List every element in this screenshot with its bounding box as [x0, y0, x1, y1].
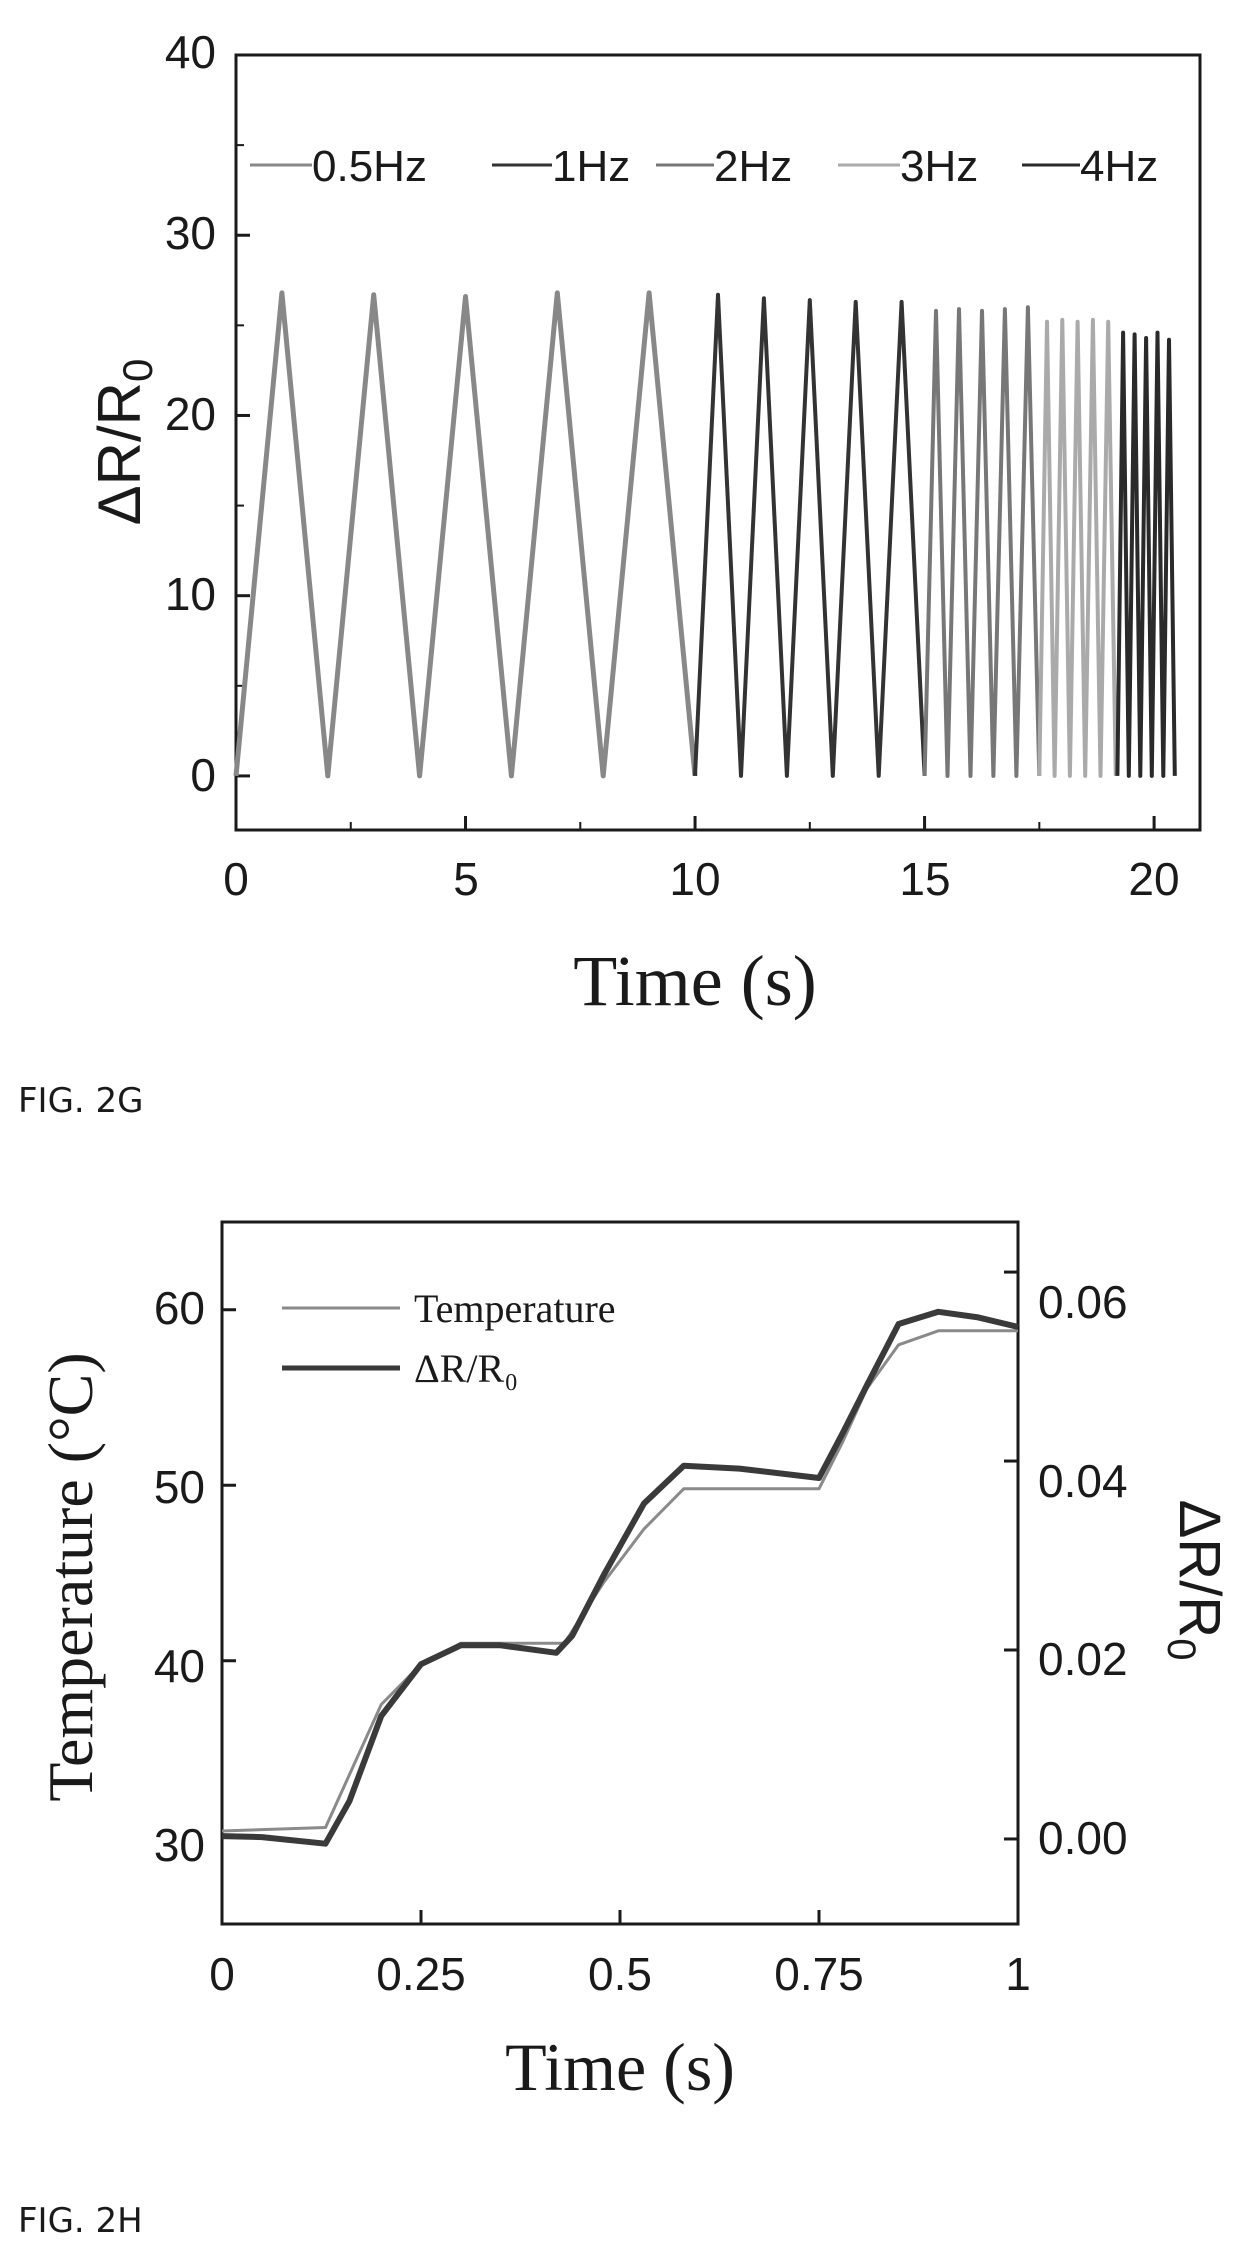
y-left-tick-label: 60: [154, 1282, 205, 1334]
chart-2h-series: [221, 1308, 1019, 1847]
series-line-0-5hz: [233, 290, 698, 779]
chart-2g-legend: 0.5Hz 1Hz 2Hz 3Hz 4Hz: [250, 142, 1158, 191]
chart-2h-right-axis-label-group: ΔR/R0: [1159, 1500, 1232, 1661]
chart-2h-x-axis-label: Time (s): [505, 2029, 735, 2105]
legend-label-dr-r0: ΔR/R₀: [414, 1346, 518, 1391]
y-tick-label: 40: [165, 26, 216, 78]
x-tick-label: 5: [453, 853, 479, 905]
chart-2g-y-tick-labels: 40 30 20 10 0: [165, 26, 216, 801]
y-right-tick-label: 0.02: [1038, 1633, 1128, 1685]
chart-2g-x-tick-labels: 0 5 10 15 20: [223, 853, 1179, 905]
legend-label-temperature: Temperature: [414, 1286, 616, 1331]
x-tick-label: 10: [669, 853, 720, 905]
x-tick-label: 20: [1128, 853, 1179, 905]
series-line-1hz: [693, 292, 927, 778]
chart-2h-left-axis-label-group: Temperature (°C): [35, 1352, 106, 1801]
series-line-2hz: [922, 305, 1042, 778]
y-right-tick-label: 0.06: [1038, 1276, 1128, 1328]
legend-label-4hz: 4Hz: [1080, 142, 1158, 191]
series-line-dr-r0: [221, 1308, 1019, 1847]
chart-2h-legend: Temperature ΔR/R₀: [282, 1286, 616, 1391]
y-tick-label: 20: [165, 388, 216, 440]
chart-2g-plot-frame: [234, 53, 1202, 832]
x-tick-label: 0.25: [376, 1948, 466, 2000]
chart-2h: 60 50 40 30 0.06 0.04 0.02 0.00 0 0.25 0…: [35, 1220, 1232, 2105]
y-tick-label: 10: [165, 568, 216, 620]
y-tick-label: 0: [190, 749, 216, 801]
chart-2h-left-tick-labels: 60 50 40 30: [154, 1282, 205, 1871]
chart-2g-series: [233, 290, 1177, 779]
chart-2h-x-tick-labels: 0 0.25 0.5 0.75 1: [209, 1948, 1031, 2000]
y-right-tick-label: 0.04: [1038, 1455, 1128, 1507]
y-left-tick-label: 30: [154, 1819, 205, 1871]
series-line-temperature: [221, 1329, 1018, 1833]
x-tick-label: 0.5: [588, 1948, 652, 2000]
chart-2g-y-axis-label-group: ΔR/R0: [86, 359, 161, 526]
legend-label-1hz: 1Hz: [552, 142, 630, 191]
legend-label-2hz: 2Hz: [714, 142, 792, 191]
x-tick-label: 0: [223, 853, 249, 905]
y-right-tick-label: 0.00: [1038, 1812, 1128, 1864]
figure-caption-2h: FIG. 2H: [18, 2201, 143, 2241]
x-tick-label: 0.75: [774, 1948, 864, 2000]
chart-2h-right-tick-labels: 0.06 0.04 0.02 0.00: [1038, 1276, 1128, 1864]
legend-label-3hz: 3Hz: [900, 142, 978, 191]
chart-2h-left-axis-label: Temperature (°C): [35, 1352, 106, 1801]
chart-2g-x-axis-label: Time (s): [573, 941, 816, 1021]
chart-2g-y-axis-label: ΔR/R0: [86, 359, 161, 526]
series-line-3hz: [1037, 317, 1118, 778]
figure-caption-2g: FIG. 2G: [18, 1081, 144, 1121]
y-left-tick-label: 40: [154, 1640, 205, 1692]
x-tick-label: 15: [899, 853, 950, 905]
y-left-tick-label: 50: [154, 1461, 205, 1513]
x-tick-label: 0: [209, 1948, 235, 2000]
chart-2g-axis-ticks: [234, 53, 1156, 830]
chart-2h-right-axis-label: ΔR/R0: [1159, 1500, 1232, 1661]
chart-2h-axis-ticks: [220, 1270, 1020, 1924]
x-tick-label: 1: [1005, 1948, 1031, 2000]
series-line-4hz: [1115, 330, 1177, 778]
chart-2g: 40 30 20 10 0 0 5 10 15 20 Time (s) ΔR/R…: [86, 26, 1202, 1021]
legend-label-0-5hz: 0.5Hz: [312, 142, 427, 191]
y-tick-label: 30: [165, 207, 216, 259]
